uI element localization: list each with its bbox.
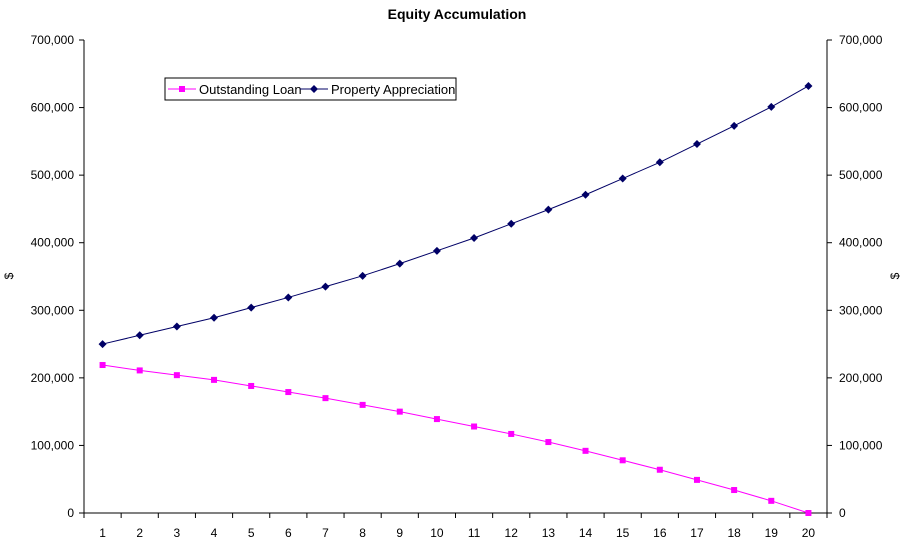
data-point-diamond <box>544 205 553 214</box>
right-y-tick-label: 200,000 <box>839 371 883 385</box>
x-tick-label: 9 <box>396 526 403 540</box>
data-point-diamond <box>581 190 590 199</box>
x-tick-label: 15 <box>616 526 630 540</box>
legend: Outstanding Loan Property Appreciation <box>164 77 457 101</box>
series-line-property-appreciation <box>102 85 809 345</box>
data-point-square <box>656 466 663 473</box>
series-property-appreciation <box>98 81 813 349</box>
right-y-tick-label: 0 <box>839 506 846 520</box>
data-point-diamond <box>507 219 516 228</box>
x-tick-label: 2 <box>136 526 143 540</box>
data-point-diamond <box>804 81 813 90</box>
left-y-tick-label: 100,000 <box>31 438 75 452</box>
x-tick-label: 20 <box>802 526 816 540</box>
data-point-diamond <box>247 303 256 312</box>
right-y-tick-label: 500,000 <box>839 168 883 182</box>
data-point-diamond <box>98 340 107 349</box>
left-y-tick-label: 0 <box>67 506 74 520</box>
x-tick-label: 1 <box>99 526 106 540</box>
data-point-diamond <box>310 85 318 93</box>
data-point-diamond <box>470 233 479 242</box>
data-point-square <box>173 372 180 379</box>
data-point-diamond <box>655 158 664 167</box>
data-point-square <box>545 439 552 446</box>
legend-label-outstanding-loan: Outstanding Loan <box>199 82 302 97</box>
data-point-square <box>508 430 515 437</box>
left-y-tick-label: 300,000 <box>31 303 75 317</box>
x-tick-label: 6 <box>285 526 292 540</box>
x-tick-label: 16 <box>653 526 667 540</box>
data-point-square <box>731 487 738 494</box>
x-tick-label: 19 <box>765 526 779 540</box>
x-tick-label: 4 <box>211 526 218 540</box>
legend-label-property-appreciation: Property Appreciation <box>331 82 455 97</box>
data-point-diamond <box>284 293 293 302</box>
right-y-tick-label: 400,000 <box>839 236 883 250</box>
data-point-diamond <box>172 322 181 331</box>
right-y-tick-label: 700,000 <box>839 33 883 47</box>
data-point-square <box>471 423 478 430</box>
data-point-square <box>99 362 106 369</box>
left-y-tick-label: 200,000 <box>31 371 75 385</box>
data-point-square <box>582 447 589 454</box>
data-point-diamond <box>358 271 367 280</box>
x-tick-label: 8 <box>359 526 366 540</box>
data-point-square <box>248 382 255 389</box>
data-point-square <box>136 367 143 374</box>
right-y-tick-label: 100,000 <box>839 438 883 452</box>
data-point-diamond <box>618 174 627 183</box>
right-y-tick-label: 600,000 <box>839 101 883 115</box>
data-point-diamond <box>135 331 144 340</box>
data-point-diamond <box>730 121 739 130</box>
data-point-square <box>433 416 440 423</box>
data-point-square <box>322 395 329 402</box>
series-outstanding-loan <box>99 362 812 516</box>
x-tick-label: 17 <box>690 526 704 540</box>
data-point-diamond <box>692 140 701 149</box>
series-line-outstanding-loan <box>102 364 809 514</box>
data-point-square <box>768 497 775 504</box>
chart-title: Equity Accumulation <box>388 6 527 22</box>
left-axis-label: $ <box>2 272 16 279</box>
left-y-tick-label: 600,000 <box>31 101 75 115</box>
right-axis-label: $ <box>888 272 902 279</box>
data-point-square <box>285 389 292 396</box>
data-point-square <box>805 510 812 516</box>
x-tick-label: 11 <box>468 526 481 540</box>
plot-area <box>98 81 813 516</box>
data-point-diamond <box>432 246 441 255</box>
data-point-diamond <box>321 282 330 291</box>
x-tick-label: 10 <box>430 526 444 540</box>
left-y-tick-label: 500,000 <box>31 168 75 182</box>
data-point-square <box>693 476 700 483</box>
left-y-tick-label: 700,000 <box>31 33 75 47</box>
data-point-square <box>179 86 185 92</box>
x-tick-label: 5 <box>248 526 255 540</box>
data-point-diamond <box>210 313 219 322</box>
right-y-tick-label: 300,000 <box>839 303 883 317</box>
x-tick-label: 7 <box>322 526 329 540</box>
data-point-square <box>211 376 218 383</box>
x-tick-label: 3 <box>174 526 181 540</box>
x-tick-label: 18 <box>727 526 741 540</box>
data-point-square <box>619 457 626 464</box>
axes-group: 0 0 100,000 100,000 200,000 200,000 300,000 300… <box>31 33 883 540</box>
data-point-diamond <box>767 102 776 111</box>
x-tick-label: 14 <box>579 526 593 540</box>
data-point-square <box>396 408 403 415</box>
data-point-square <box>359 401 366 408</box>
data-point-diamond <box>395 259 404 268</box>
left-y-tick-label: 400,000 <box>31 236 75 250</box>
x-tick-label: 13 <box>542 526 556 540</box>
x-tick-label: 12 <box>505 526 519 540</box>
